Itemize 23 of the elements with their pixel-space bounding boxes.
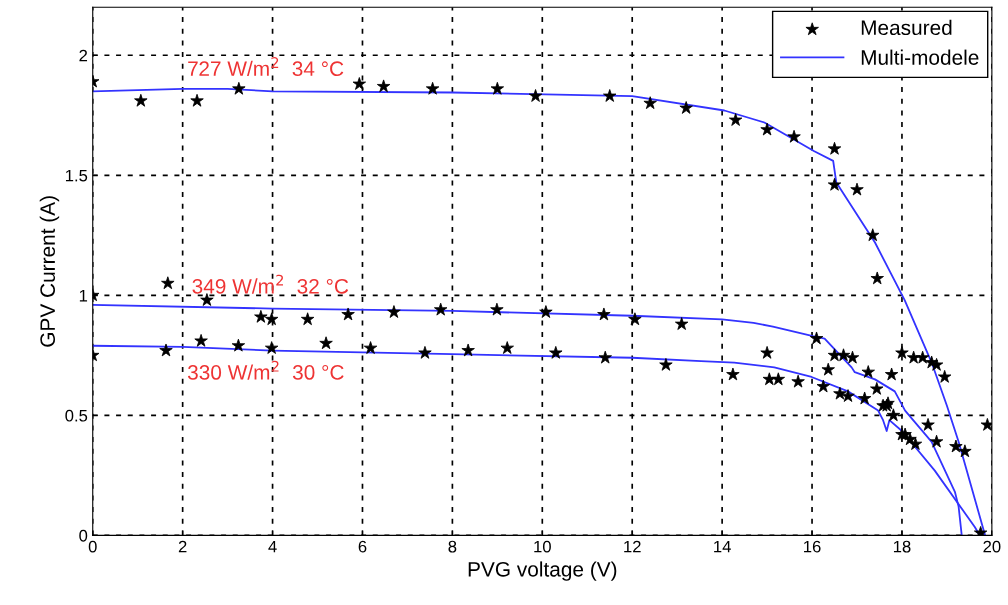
y-tick-label: 2 (79, 49, 88, 62)
x-axis-title: PVG voltage (V) (468, 561, 617, 581)
x-tick-label: 2 (178, 540, 187, 553)
x-tick-label: 6 (358, 540, 367, 553)
y-tick-label: 0 (79, 529, 88, 542)
y-tick-label: 1.5 (65, 169, 88, 182)
y-tick-label: 0.5 (65, 409, 88, 422)
x-tick-label: 18 (893, 540, 911, 553)
legend-label: Multi-modele (861, 49, 979, 65)
x-tick-label: 12 (624, 540, 641, 553)
legend-label: Measured (861, 19, 952, 36)
y-tick-label: 1 (79, 289, 88, 302)
x-tick-label: 10 (534, 540, 551, 553)
x-tick-label: 14 (714, 540, 731, 553)
x-tick-label: 4 (268, 540, 277, 553)
x-tick-label: 20 (983, 540, 1001, 553)
annotation: 349 W/m$^{2}$ 32 °C (192, 274, 349, 294)
annotation: 330 W/m$^{2}$ 30 °C (187, 360, 344, 380)
annotation: 727 W/m$^{2}$ 34 °C (188, 57, 344, 77)
y-axis-title: GPV Current (A) (39, 196, 60, 347)
x-tick-label: 0 (88, 540, 97, 553)
x-tick-label: 16 (804, 540, 821, 553)
x-tick-label: 8 (448, 540, 457, 553)
